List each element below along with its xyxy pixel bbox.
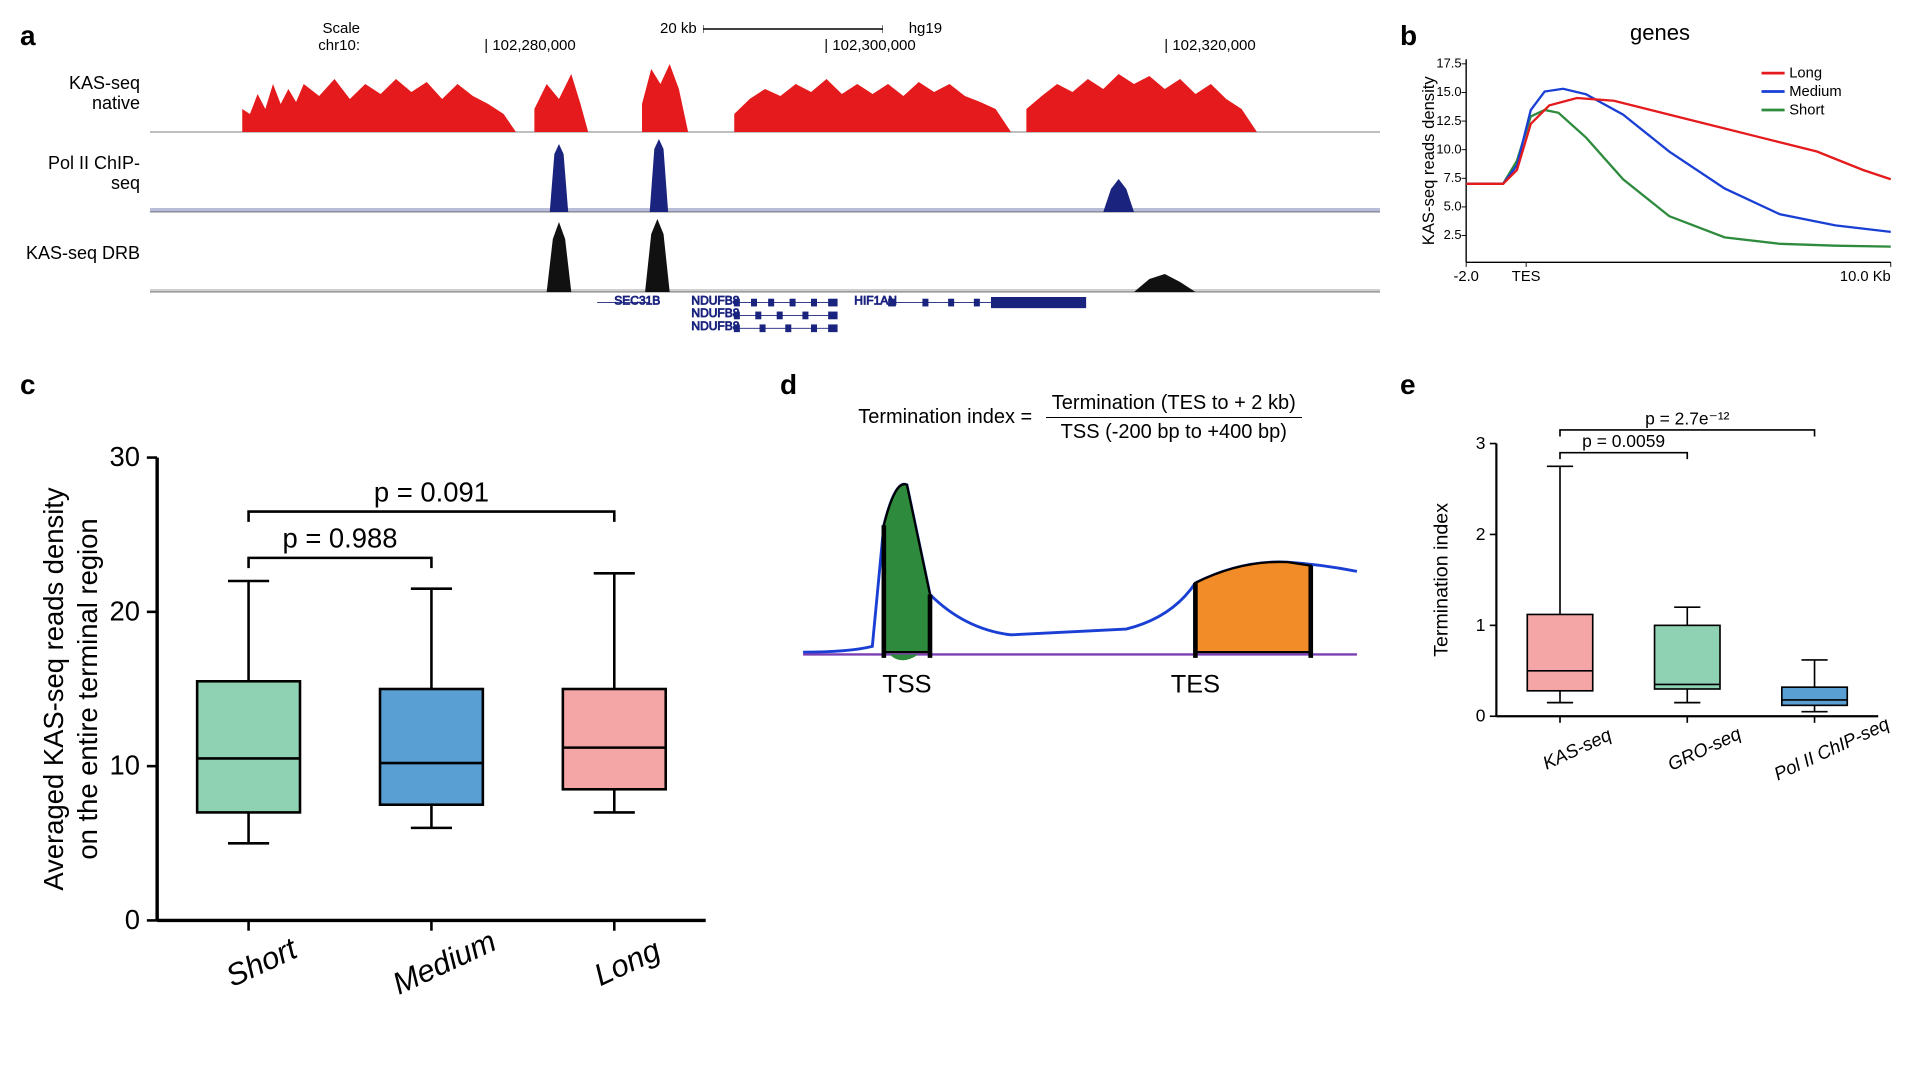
panel-b-legend: Long Medium Short xyxy=(1762,66,1842,119)
svg-text:Medium: Medium xyxy=(1789,84,1841,100)
series-medium xyxy=(1466,89,1891,232)
gene-models: SEC31B NDUFB8 NDUFB8 NDUFB8 HIF1AN xyxy=(260,294,1620,354)
svg-text:TSS: TSS xyxy=(882,671,931,699)
svg-text:p = 0.091: p = 0.091 xyxy=(374,476,489,507)
svg-text:TES: TES xyxy=(1171,671,1220,699)
svg-text:SEC31B: SEC31B xyxy=(614,294,660,307)
svg-text:Long: Long xyxy=(1789,66,1822,82)
panel-e-label: e xyxy=(1400,369,1416,401)
scale-bar-text: 20 kb xyxy=(660,20,697,37)
assembly-label: hg19 xyxy=(909,20,942,37)
panel-a-scale-row: Scale 20 kb hg19 xyxy=(260,20,1380,37)
svg-text:NDUFB8: NDUFB8 xyxy=(691,319,739,333)
svg-text:Pol II ChIP-seq: Pol II ChIP-seq xyxy=(1771,712,1893,784)
svg-text:17.5: 17.5 xyxy=(1436,56,1461,71)
panel-b-label: b xyxy=(1400,20,1417,52)
svg-text:Medium: Medium xyxy=(387,923,501,1001)
panel-e: e 0123Termination indexKAS-seqGRO-seqPol… xyxy=(1420,389,1900,1045)
chrom-label: chr10: xyxy=(260,37,360,54)
svg-text:TES: TES xyxy=(1512,269,1541,285)
track-kas-native: KAS-seq native 1 0 xyxy=(20,54,1380,134)
svg-text:20: 20 xyxy=(110,595,140,626)
panel-a-ruler: chr10: | 102,280,000 | 102,300,000 | 102… xyxy=(140,37,1380,54)
svg-text:Short: Short xyxy=(1789,103,1824,119)
panel-a: a Scale 20 kb hg19 chr10: | 102,280,000 … xyxy=(20,20,1380,359)
track-kas-drb: KAS-seq DRB 1 0 xyxy=(20,214,1380,294)
svg-text:2.5: 2.5 xyxy=(1444,227,1462,242)
svg-text:-2.0: -2.0 xyxy=(1453,269,1478,285)
pos-0: | 102,280,000 xyxy=(484,37,576,54)
scale-bar-icon xyxy=(703,23,883,35)
track-svg-1: 1 0 xyxy=(150,134,1380,214)
panel-c: c 0102030Averaged KAS-seq reads densityo… xyxy=(20,389,740,1045)
svg-text:15.0: 15.0 xyxy=(1436,84,1461,99)
panel-d: d Termination index = Termination (TES t… xyxy=(780,389,1380,1045)
svg-text:10.0: 10.0 xyxy=(1436,141,1461,156)
svg-text:10.0 Kb: 10.0 Kb xyxy=(1840,269,1891,285)
svg-text:10: 10 xyxy=(110,750,140,781)
svg-text:Averaged KAS-seq reads density: Averaged KAS-seq reads density xyxy=(38,487,69,891)
panel-d-label: d xyxy=(780,369,797,401)
svg-text:30: 30 xyxy=(110,441,140,472)
panel-b: b genes 17.5 15.0 12.5 10.0 7.5 5.0 2.5 … xyxy=(1420,20,1900,359)
track-label-2: KAS-seq DRB xyxy=(20,244,150,264)
svg-text:p = 0.0059: p = 0.0059 xyxy=(1582,431,1665,451)
svg-text:Termination index: Termination index xyxy=(1430,503,1452,657)
svg-text:2: 2 xyxy=(1476,524,1486,544)
track-svg-2: 1 0 xyxy=(150,214,1380,294)
figure: a Scale 20 kb hg19 chr10: | 102,280,000 … xyxy=(20,20,1900,1045)
panel-e-chart: 0 1 2 3 Termination index KAS-seq GRO-seq Pol I… xyxy=(1420,389,1900,804)
svg-text:7.5: 7.5 xyxy=(1444,170,1462,185)
svg-text:on the entire terminal region: on the entire terminal region xyxy=(72,518,103,859)
svg-text:5.0: 5.0 xyxy=(1444,199,1462,214)
track-polii: Pol II ChIP-seq 1 0 xyxy=(20,134,1380,214)
track-svg-0: 1 0 xyxy=(150,54,1380,134)
panel-c-chart: 0 10 20 30 Averaged KAS-seq reads densityon … xyxy=(20,389,740,1040)
svg-text:GRO-seq: GRO-seq xyxy=(1664,722,1744,774)
svg-text:12.5: 12.5 xyxy=(1436,113,1461,128)
svg-text:Short: Short xyxy=(220,930,303,993)
panel-b-title: genes xyxy=(1420,20,1900,46)
svg-text:NDUFB8: NDUFB8 xyxy=(691,306,739,320)
panel-d-diagram: TSS TES xyxy=(780,456,1380,710)
panel-c-label: c xyxy=(20,369,36,401)
pos-2: | 102,320,000 xyxy=(1164,37,1256,54)
panel-a-label: a xyxy=(20,20,36,52)
svg-text:KAS-seq: KAS-seq xyxy=(1539,723,1615,773)
track-label-1: Pol II ChIP-seq xyxy=(20,154,150,194)
scale-label: Scale xyxy=(260,20,360,37)
panel-b-chart: 17.5 15.0 12.5 10.0 7.5 5.0 2.5 -2.0 TES… xyxy=(1420,50,1900,299)
svg-text:1: 1 xyxy=(1476,615,1486,635)
panel-b-ylabel: KAS-seq reads density xyxy=(1420,76,1438,246)
pos-1: | 102,300,000 xyxy=(824,37,916,54)
svg-text:p = 0.988: p = 0.988 xyxy=(282,523,397,554)
svg-text:3: 3 xyxy=(1476,433,1486,453)
svg-text:0: 0 xyxy=(1476,706,1486,726)
svg-text:Long: Long xyxy=(588,932,665,993)
track-label-0: KAS-seq native xyxy=(20,74,150,114)
termination-formula: Termination index = Termination (TES to … xyxy=(780,389,1380,446)
svg-text:p = 2.7e⁻¹²: p = 2.7e⁻¹² xyxy=(1645,408,1730,428)
svg-text:0: 0 xyxy=(125,904,140,935)
